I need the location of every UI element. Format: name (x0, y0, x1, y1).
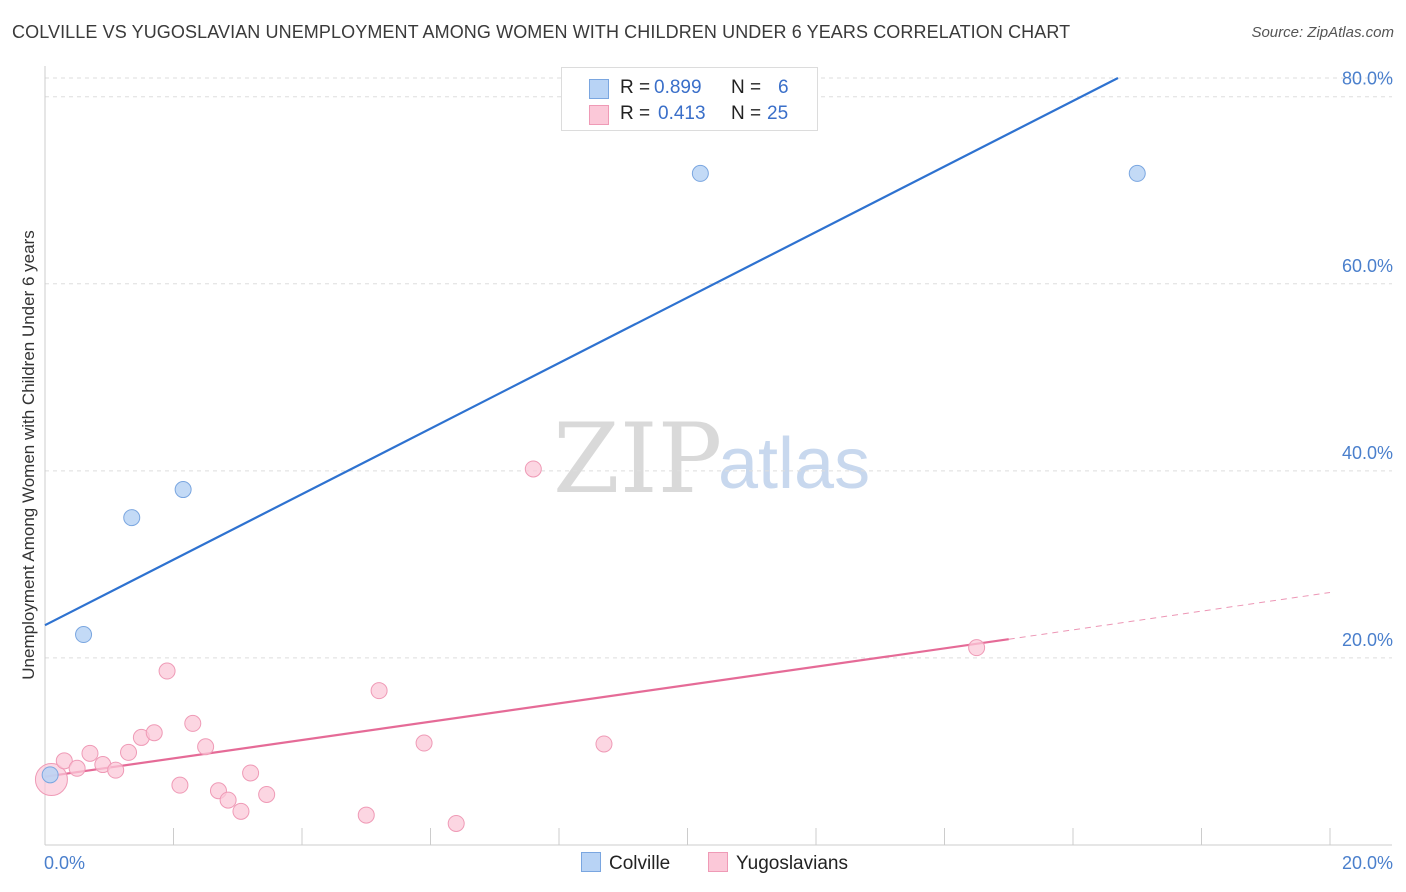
yugoslavians-legend-swatch (708, 852, 728, 872)
y-tick-label: 80.0% (1342, 69, 1393, 89)
colville-n-value: 6 (778, 77, 789, 98)
yugoslavians-legend-label: Yugoslavians (736, 853, 848, 874)
yugoslavians-trend-extension (1008, 591, 1331, 640)
gridlines (45, 77, 1392, 659)
y-axis-label: Unemployment Among Women with Children U… (19, 230, 38, 679)
correlation-legend: R = 0.899 N = 6 R = 0.413 N = 25 (561, 67, 818, 131)
yugoslavians-point (68, 759, 86, 777)
colville-r-value: 0.899 (654, 77, 702, 98)
y-tick-label: 60.0% (1342, 256, 1393, 276)
colville-legend-label: Colville (609, 853, 671, 874)
colville-point (41, 766, 59, 784)
watermark-zip: ZIP (553, 403, 722, 515)
yugoslavians-point (968, 639, 986, 657)
x-tick-label-max: 20.0% (1342, 853, 1393, 873)
yugoslavians-trend-line (44, 638, 1009, 778)
yugoslavians-swatch (589, 105, 609, 125)
yugoslavians-n-label: N = (731, 103, 762, 124)
colville-point (123, 509, 141, 527)
watermark: ZIP atlas (553, 403, 870, 515)
colville-swatch (589, 79, 609, 99)
yugoslavians-point (595, 735, 613, 753)
yugoslavians-point (81, 744, 99, 762)
yugoslavians-point (219, 791, 237, 809)
colville-point (75, 626, 93, 644)
x-tick-label-min: 0.0% (44, 853, 85, 873)
yugoslavians-r-label: R = (620, 103, 651, 124)
yugoslavians-point (242, 764, 260, 782)
yugoslavians-point (357, 806, 375, 824)
yugoslavians-point (370, 682, 388, 700)
bottom-legend-colville: Colville (581, 852, 670, 875)
yugoslavians-point (258, 785, 276, 803)
yugoslavians-point (55, 752, 73, 770)
colville-point (174, 481, 192, 499)
yugoslavians-point (120, 743, 138, 761)
y-tick-labels: 20.0% 40.0% 60.0% 80.0% (1342, 69, 1393, 650)
colville-trend-line (44, 77, 1119, 627)
colville-point (1128, 164, 1146, 182)
yugoslavians-point (171, 776, 189, 794)
y-tick-label: 40.0% (1342, 443, 1393, 463)
data-points (34, 164, 1146, 832)
yugoslavians-point (447, 814, 465, 832)
yugoslavians-point (107, 761, 125, 779)
bottom-legend-yugoslavians: Yugoslavians (708, 852, 848, 875)
watermark-atlas: atlas (718, 424, 870, 504)
source-label: Source: ZipAtlas.com (1251, 24, 1394, 41)
yugoslavians-point (184, 714, 202, 732)
yugoslavians-point (158, 662, 176, 680)
yugoslavians-point (232, 802, 250, 820)
yugoslavians-point (415, 734, 433, 752)
yugoslavians-point (524, 460, 542, 478)
colville-legend-swatch (581, 852, 601, 872)
y-tick-label: 20.0% (1342, 630, 1393, 650)
chart-title: COLVILLE VS YUGOSLAVIAN UNEMPLOYMENT AMO… (12, 22, 1071, 42)
yugoslavians-r-value: 0.413 (658, 103, 706, 124)
colville-n-label: N = (731, 77, 762, 98)
colville-r-label: R = (620, 77, 651, 98)
x-tick-labels: 0.0% 20.0% (44, 853, 1393, 873)
yugoslavians-point (197, 738, 215, 756)
yugoslavians-point (145, 724, 163, 742)
colville-point (691, 164, 709, 182)
axes (44, 66, 1392, 846)
yugoslavians-n-value: 25 (767, 103, 789, 124)
